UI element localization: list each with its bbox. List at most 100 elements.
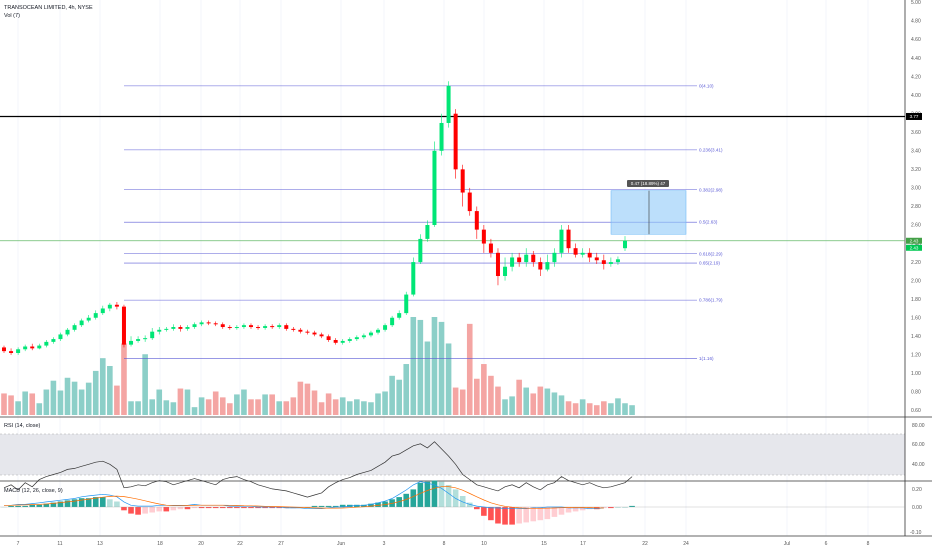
- candle: [16, 349, 21, 353]
- macd-bar: [241, 507, 247, 509]
- candle: [446, 85, 451, 123]
- time-label: 22: [642, 541, 648, 547]
- macd-bar: [205, 507, 212, 509]
- volume-bar: [128, 401, 134, 415]
- volume-bar: [481, 364, 487, 415]
- macd-bar: [198, 507, 205, 509]
- macd-bar: [311, 505, 318, 507]
- volume-bar: [78, 389, 85, 415]
- macd-bar: [71, 499, 78, 507]
- rsi-legend[interactable]: RSI (14, close): [4, 423, 41, 429]
- fib-retracement[interactable]: 0(4.10) 0.236(3.41) 0.382(2.98) 0.5(2.63) 0.…: [124, 83, 723, 361]
- volume-bar: [431, 317, 438, 415]
- macd-bar: [234, 507, 240, 509]
- candle: [481, 229, 486, 244]
- macd-bar: [269, 507, 275, 509]
- price-tick: 1.80: [911, 297, 921, 303]
- price-tick: 3.40: [911, 149, 921, 155]
- candlesticks: [2, 81, 627, 355]
- candle: [319, 334, 324, 337]
- volume-bar: [50, 380, 57, 415]
- price-tick: 4.00: [911, 93, 921, 99]
- candle: [23, 346, 28, 350]
- candle: [206, 322, 211, 324]
- volume-bar: [488, 375, 494, 415]
- macd-bar: [361, 504, 367, 507]
- macd-bar: [537, 507, 544, 521]
- volume-legend[interactable]: Vol (7): [4, 13, 20, 19]
- macd-bar: [417, 482, 424, 507]
- macd-bar: [50, 502, 57, 507]
- candle: [432, 150, 437, 225]
- candle: [397, 313, 402, 318]
- macd-bar: [318, 505, 325, 507]
- volume-bar: [530, 393, 537, 415]
- candle: [517, 257, 522, 263]
- volume-bar: [502, 399, 508, 415]
- macd-bar: [551, 507, 558, 517]
- candle: [143, 338, 148, 340]
- candle: [93, 313, 98, 318]
- macd-bar: [36, 504, 43, 507]
- macd-legend[interactable]: MACD (12, 26, close, 9): [4, 488, 63, 494]
- macd-bar: [325, 505, 332, 507]
- candle: [580, 252, 585, 255]
- macd-bar: [523, 507, 530, 523]
- candle: [510, 257, 515, 267]
- measure-box[interactable]: [610, 190, 687, 235]
- candle: [545, 262, 550, 270]
- time-label: 20: [198, 541, 204, 547]
- candle: [460, 169, 465, 193]
- volume-bar: [114, 385, 120, 415]
- price-tick: 1.60: [911, 315, 921, 321]
- fib-level-label: 0(4.10): [699, 83, 714, 88]
- macd-tick-020: 0.20: [912, 487, 922, 493]
- macd-bar: [135, 507, 141, 515]
- candle: [234, 327, 239, 329]
- volume-bar: [565, 401, 572, 415]
- macd-bar: [184, 507, 191, 510]
- candle: [390, 317, 395, 326]
- volume-bar: [608, 403, 614, 415]
- macd-bar: [424, 481, 431, 507]
- volume-bar: [509, 396, 515, 415]
- rsi-tick-80: 80.00: [912, 423, 925, 429]
- volume-bar: [424, 341, 431, 415]
- candle: [305, 331, 310, 333]
- macd-bar: [78, 498, 85, 507]
- macd-bar: [156, 507, 163, 512]
- volume-bar: [311, 390, 318, 415]
- candle: [171, 327, 176, 329]
- macd-bar: [438, 481, 445, 507]
- measure-label: 0.47 (18.89%) 47: [631, 181, 666, 186]
- candle: [326, 336, 331, 341]
- volume-bar: [403, 364, 410, 415]
- macd-bar: [219, 507, 226, 509]
- symbol-title[interactable]: TRANSOCEAN LIMITED, 4h, NYSE: [4, 5, 93, 11]
- volume-bar: [290, 397, 297, 415]
- price-tick: 2.00: [911, 278, 921, 284]
- volume-bar: [156, 389, 163, 415]
- macd-bar: [579, 507, 586, 511]
- candle: [263, 326, 268, 328]
- macd-bar: [608, 507, 614, 509]
- volume-bars: [1, 317, 635, 415]
- candle: [79, 320, 84, 326]
- macd-bar: [332, 505, 339, 507]
- macd-bar: [339, 504, 346, 507]
- time-label: 3: [383, 541, 386, 547]
- price-tick: 3.00: [911, 186, 921, 192]
- time-label: 7: [17, 541, 20, 547]
- volume-bar: [438, 321, 445, 415]
- candle: [411, 262, 416, 295]
- price-marker-hline: 3.77: [906, 112, 922, 120]
- price-range-measure[interactable]: 0.47 (18.89%) 47: [610, 180, 687, 235]
- fib-level-label: 0.618(2.29): [699, 251, 723, 256]
- volume-bar: [622, 403, 628, 415]
- macd-bar: [445, 485, 452, 507]
- price-marker-hline-text: 3.77: [910, 114, 919, 119]
- macd-bar: [410, 489, 417, 507]
- candle: [538, 262, 543, 270]
- price-tick: 2.20: [911, 260, 921, 266]
